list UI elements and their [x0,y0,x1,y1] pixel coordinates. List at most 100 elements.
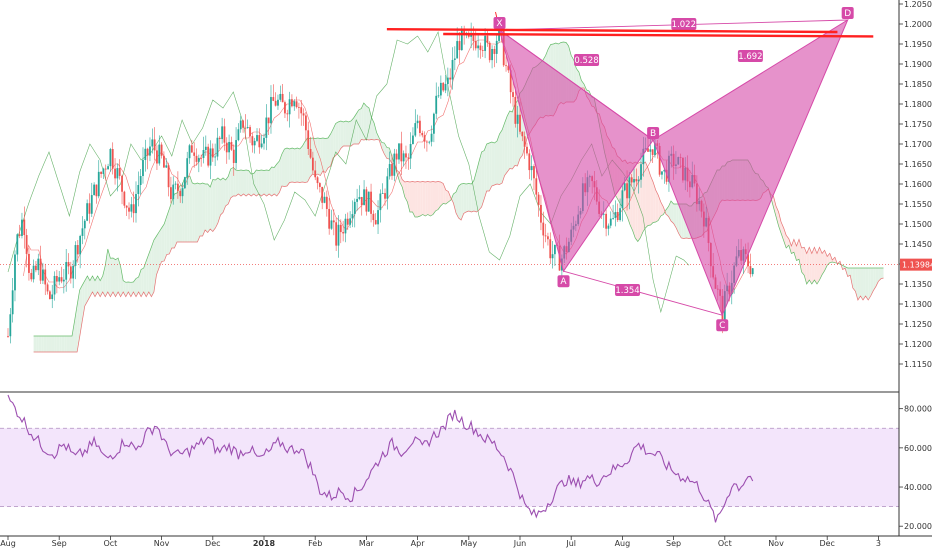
candle-body [42,269,44,281]
cloud-segment [51,336,55,352]
candle-body [307,130,310,149]
candle-body [109,149,112,167]
rsi-panel [0,394,899,523]
candle-body [137,184,140,195]
cloud-segment [412,181,416,217]
candle-body [188,145,191,159]
pattern-point-label-d: D [844,9,851,19]
candle-body [72,265,75,279]
cloud-segment [120,266,124,297]
candle-body [446,77,449,84]
candle-body [216,137,219,157]
candle-body [363,189,365,206]
time-tick-label: Jul [565,539,576,548]
rsi-line [7,394,754,523]
candle-body [554,244,556,255]
price-tick-label: 1.19500 [904,40,932,49]
time-tick-label: May [461,539,478,548]
time-tick-label: Aug [0,539,16,548]
cloud-segment [136,277,139,297]
candle-body [535,178,538,195]
time-tick-label: Aug [615,539,631,548]
candle-body [626,183,628,199]
ratio-badge [615,284,641,296]
price-tick-label: 1.15500 [904,200,932,209]
cloud-segment [678,204,682,238]
price-tick-label: 1.12500 [904,320,932,329]
pattern-point-badge-a [557,275,570,288]
candle-body [11,290,14,315]
cloud-segment [294,148,298,183]
cloud-segment [415,181,418,217]
candle-body [537,194,540,205]
time-tick-label: Sep [52,539,67,548]
pattern-point-badge-d [841,7,854,19]
candle-body [647,148,649,152]
cloud-segment [814,247,817,284]
cloud-segment [374,123,377,140]
cloud-segment [66,336,70,352]
cloud-segment [335,122,339,156]
candle-body [544,235,547,237]
cloud-segment [806,247,810,284]
candle-body [486,35,489,43]
candle-body [649,149,652,152]
candle-body [547,236,549,240]
cloud-segment [358,108,362,144]
candle-body [37,258,40,271]
pattern-point-badge-b [647,127,660,139]
price-tick-label: 1.14500 [904,240,932,249]
candle-body [225,142,228,153]
cloud-segment [333,123,336,158]
candle-body [491,48,493,61]
candle-body [125,205,128,208]
cloud-segment [645,162,648,228]
candle-body [221,126,224,140]
cloud-segment [197,183,200,242]
cloud-segment [102,265,106,297]
cloud-segment [507,111,510,172]
candle-body [176,183,179,191]
cloud-segment [417,181,421,217]
price-tick-label: 1.18000 [904,100,932,109]
candle-body [95,184,98,197]
candle-body [318,183,321,187]
candle-body [81,228,84,236]
candle-body [293,101,296,107]
cloud-segment [87,276,90,302]
candle-body [398,143,400,160]
time-tick-label: Jun [513,539,527,548]
cloud-segment [330,129,334,166]
candle-body [9,314,12,337]
candle-body [514,96,517,124]
cloud-segment [107,249,111,297]
candle-body [48,291,51,300]
candle-body [74,245,77,266]
candle-body [393,153,396,176]
cloud-segment [217,178,221,223]
rsi-tick-label: 60.0000 [904,444,932,453]
cloud-segment [161,224,165,262]
candle-body [526,146,528,154]
candle-body [107,166,109,170]
cloud-segment [637,162,641,242]
candle-body [256,135,258,141]
cloud-segment [207,184,211,233]
candle-body [651,149,654,155]
last-price-badge [900,258,932,271]
cloud-segment [184,177,188,242]
candle-body [86,203,89,221]
cloud-segment [402,179,405,197]
candle-body [149,146,151,156]
candle-body [349,218,352,225]
candle-body [505,65,507,67]
candle-body [51,294,54,300]
resistance-line-secondary [443,32,874,38]
rsi-band [0,428,899,507]
ratio-label: 0.528 [574,56,598,66]
cloud-segment [338,121,341,153]
rsi-tick-label: 20.0000 [904,522,932,531]
cloud-segment [169,201,172,254]
candle-body [421,132,424,136]
candle-body [151,139,154,147]
